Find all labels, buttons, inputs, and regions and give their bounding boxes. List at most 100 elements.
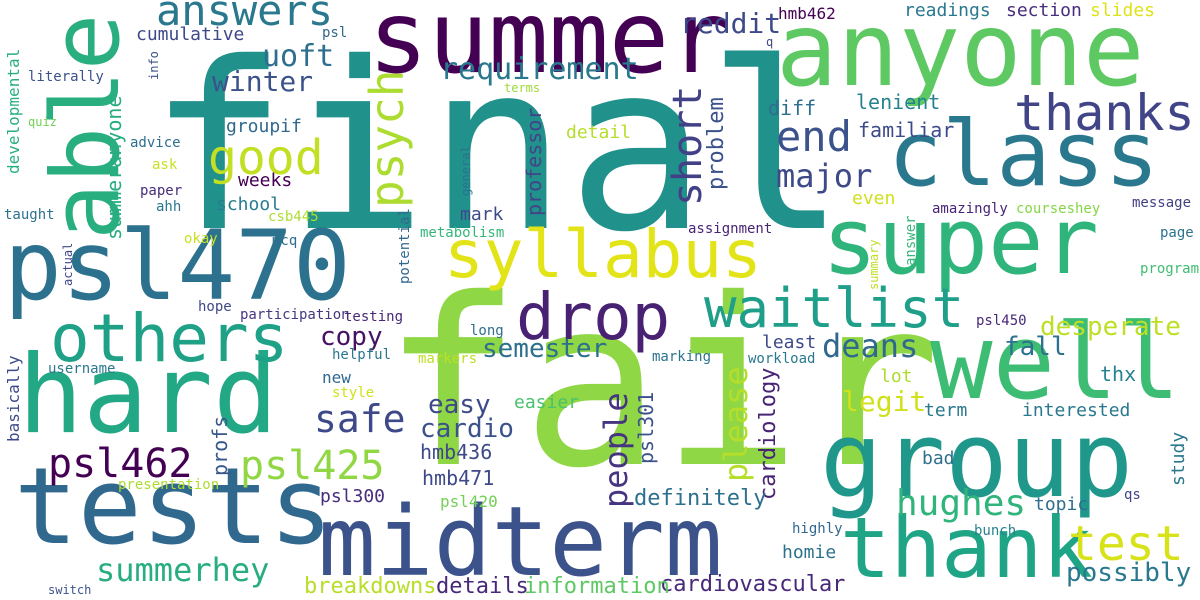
word: term <box>924 400 968 421</box>
word: cardio <box>420 414 514 444</box>
word: cardiology <box>756 367 781 500</box>
word: even <box>852 188 896 209</box>
word: mark <box>460 204 504 225</box>
word: username <box>48 361 116 377</box>
word: potential <box>397 208 413 284</box>
word: study <box>1168 431 1189 486</box>
word: actual <box>61 242 75 286</box>
word: possibly <box>1066 558 1192 588</box>
word: legit <box>842 385 927 418</box>
word: midterm <box>318 486 723 598</box>
word: people <box>597 392 635 508</box>
word: hmb471 <box>422 466 495 490</box>
word: problem <box>704 97 729 190</box>
word: info <box>147 51 161 80</box>
word: markers <box>418 351 478 367</box>
word: reddit <box>680 7 782 40</box>
word: lot <box>880 366 913 387</box>
word: paper <box>140 183 183 199</box>
word: page <box>1160 225 1194 241</box>
word: bunch <box>974 523 1017 539</box>
word: drop <box>516 281 671 355</box>
word: readings <box>904 0 991 21</box>
word: okay <box>184 231 218 247</box>
word: lenient <box>856 90 941 114</box>
word: highly <box>792 521 843 537</box>
word: psl420 <box>440 492 498 511</box>
word: school <box>216 194 282 215</box>
word: homie <box>782 542 837 563</box>
word: waitlist <box>704 277 965 340</box>
word: developmental <box>4 48 23 174</box>
word: summeranyone <box>102 95 126 241</box>
word: basically <box>4 355 23 442</box>
word: details <box>436 574 529 599</box>
word: short <box>665 85 711 206</box>
word: fair <box>382 249 941 519</box>
word: summerhey <box>96 551 270 589</box>
word: breakdowns <box>304 574 437 599</box>
word: taught <box>4 207 55 223</box>
word: hmb462 <box>778 4 836 23</box>
word: hard <box>18 333 279 458</box>
word: general <box>459 145 473 196</box>
word: major <box>776 157 873 195</box>
word: topic <box>1034 494 1089 515</box>
word: psl470 <box>4 210 351 322</box>
word: message <box>1132 195 1192 211</box>
word: psl301 <box>634 391 658 464</box>
word: bad <box>922 448 955 469</box>
word: thx <box>1100 362 1137 386</box>
word: psl425 <box>240 443 385 489</box>
word: thanks <box>1014 84 1195 142</box>
word: participation <box>240 307 350 323</box>
word: fall <box>1004 332 1067 362</box>
word: mcq <box>272 233 298 249</box>
word: switch <box>48 583 92 597</box>
word: amazingly <box>932 201 1008 217</box>
word: psl <box>322 25 348 41</box>
word: copy <box>320 322 383 352</box>
word: final <box>148 13 847 283</box>
word: please <box>717 366 755 482</box>
word: psych <box>360 69 414 208</box>
word: easy <box>428 390 491 420</box>
word: q <box>766 35 774 49</box>
word: diff <box>768 96 817 120</box>
word: group <box>820 399 1134 521</box>
word: information <box>524 574 670 599</box>
word: workload <box>748 351 816 367</box>
word: winter <box>212 65 314 98</box>
word: marking <box>652 349 712 365</box>
word: cumulative <box>136 24 245 45</box>
word: quiz <box>28 115 57 129</box>
word: style <box>332 385 375 401</box>
word: slides <box>1090 0 1156 21</box>
word: easier <box>514 392 580 413</box>
word: hughes <box>896 483 1027 524</box>
word: qs <box>1124 487 1141 503</box>
word: answers <box>156 0 334 35</box>
word: program <box>1140 261 1200 277</box>
word: section <box>1006 0 1082 21</box>
word: hmb436 <box>420 440 493 464</box>
word: literally <box>28 69 104 85</box>
word: end <box>776 112 852 161</box>
word: testing <box>344 309 404 325</box>
word: psl462 <box>48 441 193 487</box>
word: cardiovascular <box>660 572 846 597</box>
word: others <box>50 300 289 377</box>
word: anyone <box>776 0 1145 110</box>
word: class <box>888 102 1159 207</box>
word: advice <box>130 135 181 151</box>
word: ahh <box>156 199 182 215</box>
word: professor <box>522 107 546 216</box>
word: thank <box>840 499 1093 597</box>
word: desperate <box>1040 312 1181 342</box>
word: syllabus <box>444 216 762 293</box>
word: requirement <box>440 52 639 87</box>
word: detail <box>566 122 632 143</box>
word: groupif <box>226 116 302 137</box>
word: summer <box>368 0 730 96</box>
